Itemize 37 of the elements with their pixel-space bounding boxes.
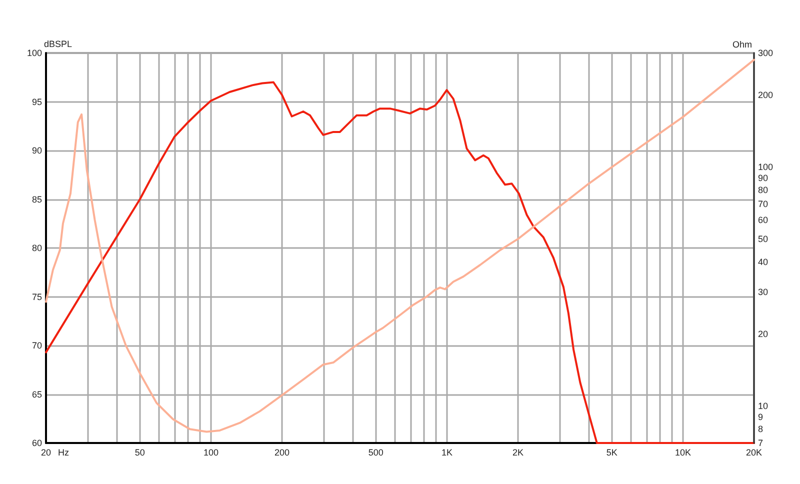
y-tick-label: 60 [758,215,768,226]
x-tick-label: 50 [134,448,145,458]
y-tick-label: 90 [32,146,42,156]
y-tick-label: 30 [758,286,768,297]
y-tick-label: 80 [758,185,768,196]
x-tick-label: 1K [441,448,452,458]
y-tick-label: 40 [758,257,768,268]
y-tick-label: 70 [32,340,42,350]
x-axis-title: Hz [58,448,70,458]
y-tick-label: 80 [32,243,42,253]
y-tick-label: 10 [758,400,768,411]
x-tick-label: 100 [203,448,218,458]
y-tick-label: 9 [758,412,764,422]
y-tick-label: 200 [758,90,774,100]
x-tick-label: 20K [746,448,762,458]
y-tick-label: 90 [758,172,768,183]
y-tick-label: 60 [32,438,42,448]
y-tick-label: 20 [758,329,768,340]
y-tick-label: 50 [758,234,768,244]
y-tick-label: 300 [758,48,774,58]
y-tick-label: 95 [32,96,42,107]
y-tick-label: 85 [32,194,42,204]
y-tick-label: 100 [26,48,42,58]
x-tick-label: 20 [40,448,52,458]
y-tick-label: 75 [32,292,42,302]
y-tick-label: 7 [758,438,764,448]
x-tick-label: 500 [368,448,384,458]
y-axis-title: dBSPL [44,39,72,50]
x-tick-label: 5K [606,448,618,458]
y-tick-label: 70 [758,199,768,210]
y-axis-title: Ohm [732,40,752,50]
y-tick-label: 8 [758,424,764,434]
x-tick-label: 2K [512,448,524,458]
y-tick-label: 65 [32,389,42,400]
y-tick-label: 100 [758,162,774,172]
x-tick-label: 10K [674,448,691,458]
x-tick-label: 200 [274,448,290,458]
